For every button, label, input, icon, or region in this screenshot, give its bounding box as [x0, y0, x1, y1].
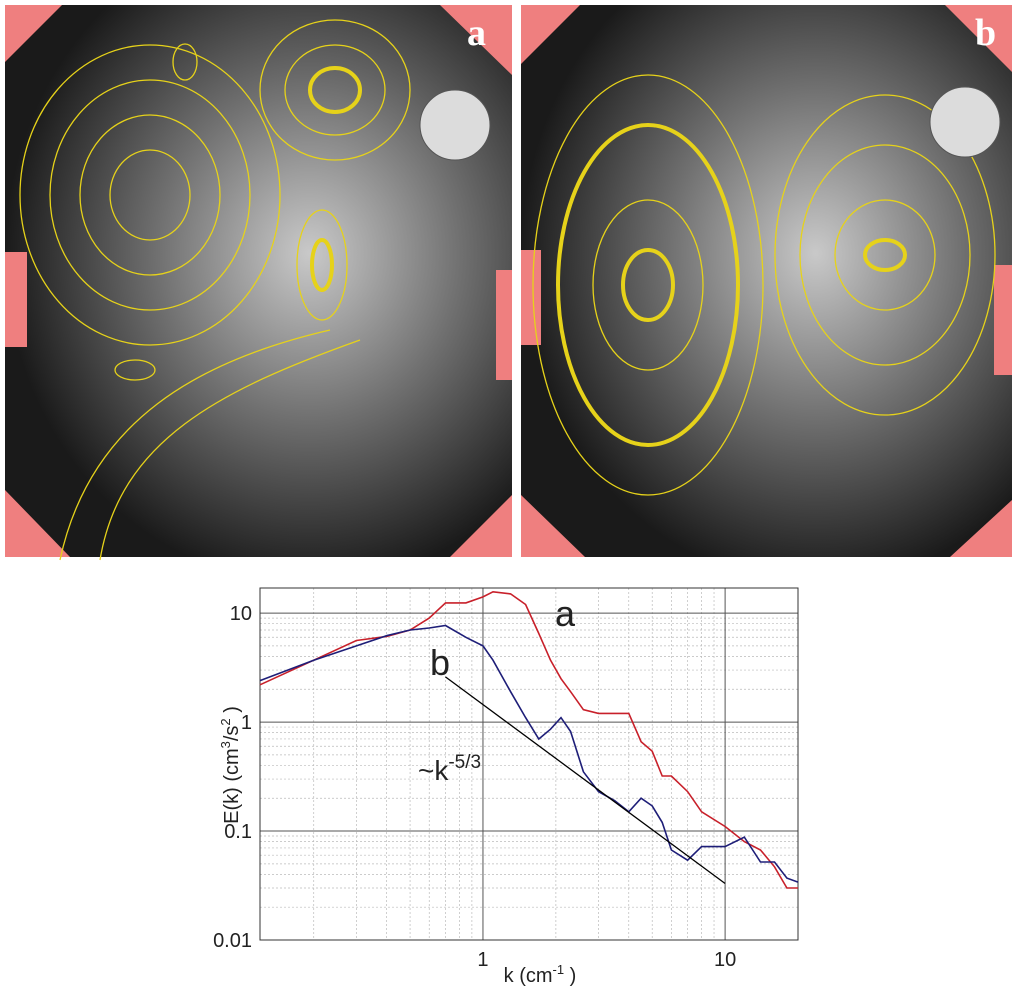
- label-text: ): [564, 965, 576, 987]
- label-text: k (cm: [504, 965, 553, 987]
- y-tick-label: 10: [230, 603, 252, 625]
- label-sup: -1: [553, 962, 565, 977]
- panel-a: a: [5, 5, 512, 560]
- x-axis-label: k (cm-1 ): [504, 962, 577, 987]
- label-text: /s: [221, 726, 243, 742]
- label-sup: 2: [218, 718, 233, 725]
- y-tick-label: 0.01: [213, 930, 252, 952]
- label-sup: 3: [218, 741, 233, 748]
- panel-label: a: [467, 12, 486, 54]
- x-tick-label: 10: [714, 949, 736, 971]
- panel-label: b: [975, 12, 996, 54]
- panel-b: b: [521, 5, 1012, 557]
- plot-area: [260, 588, 798, 940]
- series-label: b: [430, 642, 450, 683]
- label-text: E(k) (cm: [221, 748, 243, 824]
- x-tick-label: 1: [477, 949, 488, 971]
- figure: a b 0.010.1110110~k-5/3abk (cm-1 )E(k) (…: [0, 0, 1017, 993]
- y-axis-label: E(k) (cm3/s2 ): [218, 706, 243, 824]
- label-text: ): [221, 706, 243, 718]
- reference-label-sup: -5/3: [448, 752, 481, 773]
- series-label: a: [555, 593, 576, 634]
- reference-label-base: ~k: [418, 755, 449, 786]
